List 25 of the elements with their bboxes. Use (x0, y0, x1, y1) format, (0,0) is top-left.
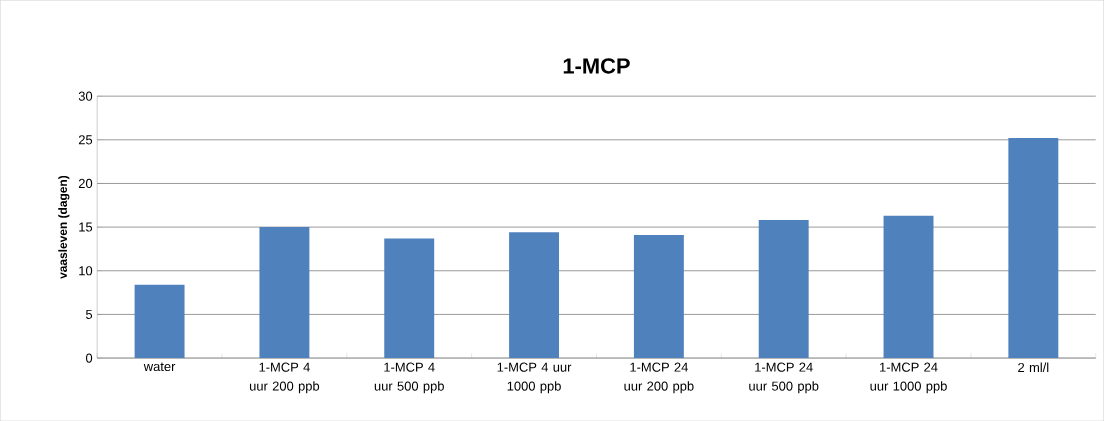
y-tick-label: 30 (78, 91, 93, 101)
bar (509, 232, 560, 358)
x-tick-label: 1-MCP 4 uur 500 ppb (374, 362, 444, 394)
bar (1008, 137, 1059, 358)
y-axis-title: vaasleven (dagen) (58, 175, 70, 279)
x-tick-label: 1-MCP 4 uur 1000 ppb (497, 362, 572, 394)
y-tick-label: 10 (79, 266, 93, 276)
x-tick-label: 1-MCP 24 uur 500 ppb (749, 362, 819, 394)
x-tick-label: 1-MCP 24 uur 200 ppb (624, 362, 694, 394)
bar (758, 220, 809, 358)
y-tick-label: 25 (78, 135, 93, 145)
y-tick-label: 0 (85, 353, 93, 363)
x-tick-label: 2 ml/l (1018, 362, 1049, 372)
x-tick-label: water (143, 362, 176, 371)
bar (883, 215, 934, 358)
bar (633, 234, 684, 358)
x-tick-label: 1-MCP 4 uur 200 ppb (249, 362, 320, 394)
y-tick-label: 20 (78, 178, 93, 188)
bar (384, 238, 435, 358)
chart-title: 1-MCP (563, 58, 630, 74)
y-tick-label: 15 (79, 222, 93, 232)
y-tick-label: 5 (85, 309, 93, 319)
x-tick-label: 1-MCP 24 uur 1000 ppb (870, 362, 947, 394)
bar (134, 284, 185, 358)
bar (259, 226, 310, 358)
